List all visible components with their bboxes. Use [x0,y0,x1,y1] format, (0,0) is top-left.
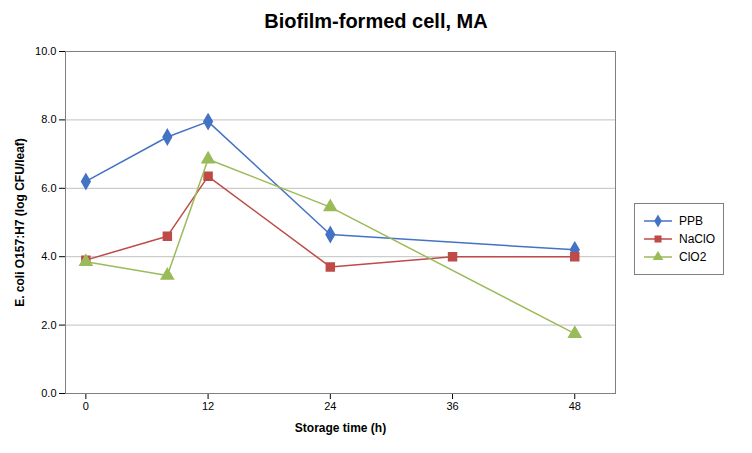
svg-text:0: 0 [83,400,89,412]
svg-text:8.0: 8.0 [41,113,56,125]
html-text:Biofilm-formed cell, MA: Biofilm-formed cell, MA [264,10,488,32]
svg-text:2.0: 2.0 [41,319,56,331]
svg-text:4.0: 4.0 [41,250,56,262]
html-text:ClO2: ClO2 [679,249,707,264]
svg-text:36: 36 [446,400,458,412]
svg-text:Storage time (h): Storage time (h) [295,421,386,435]
svg-text:48: 48 [569,400,581,412]
svg-text:0.0: 0.0 [41,387,56,399]
svg-text:E. coli O157:H7 (log CFU/leaf): E. coli O157:H7 (log CFU/leaf) [13,138,27,307]
svg-text:12: 12 [202,400,214,412]
svg-text:24: 24 [324,400,336,412]
svg-text:10.0: 10.0 [35,45,56,57]
html-text:NaClO: NaClO [679,231,715,246]
html-text:PPB: PPB [679,213,703,228]
svg-text:6.0: 6.0 [41,182,56,194]
